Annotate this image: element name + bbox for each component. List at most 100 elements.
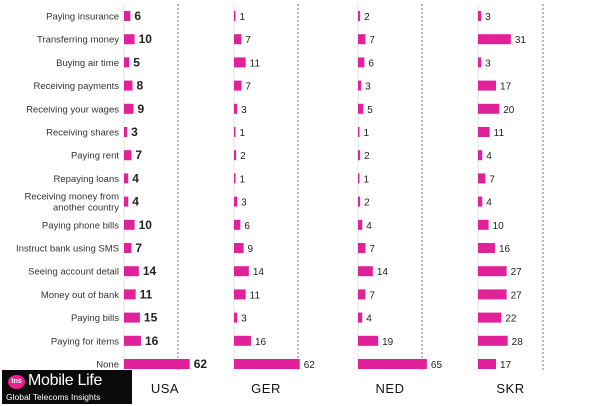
value-label-skr: 17 — [500, 360, 512, 371]
bar-skr — [478, 243, 495, 253]
value-label-skr: 31 — [515, 35, 527, 46]
value-label-ned: 4 — [366, 314, 372, 325]
value-label-usa: 6 — [134, 9, 141, 23]
category-label: Paying phone bills — [42, 220, 119, 231]
bar-ger — [234, 219, 241, 230]
value-label-ned: 6 — [368, 58, 374, 69]
category-label: Receiving payments — [33, 81, 119, 92]
category-label: Seeing account detail — [28, 267, 119, 278]
bar-usa — [124, 266, 139, 277]
bar-usa — [124, 312, 140, 323]
value-label-ned: 5 — [367, 105, 373, 116]
value-label-usa: 11 — [140, 287, 153, 301]
bar-ger — [234, 80, 242, 91]
bar-skr — [478, 11, 482, 21]
value-label-skr: 3 — [485, 58, 491, 69]
value-label-ned: 14 — [377, 267, 389, 278]
value-label-ger: 7 — [245, 35, 251, 46]
category-label: Paying for items — [51, 336, 119, 347]
value-label-usa: 7 — [135, 148, 142, 162]
value-label-ger: 62 — [304, 360, 316, 371]
value-label-ned: 3 — [365, 82, 371, 93]
bar-ned — [358, 335, 379, 346]
bar-usa — [124, 219, 135, 230]
bar-ger — [234, 289, 246, 300]
bar-ger — [234, 11, 236, 21]
bar-ger — [234, 173, 236, 184]
bar-ger — [234, 196, 238, 207]
value-label-skr: 4 — [486, 198, 492, 209]
category-label: Paying rent — [71, 151, 119, 162]
bar-skr — [478, 150, 483, 161]
value-label-ger: 1 — [240, 12, 246, 23]
bar-ned — [358, 243, 366, 253]
value-label-ned: 2 — [364, 198, 370, 209]
value-label-usa: 16 — [145, 334, 159, 348]
value-label-ned: 19 — [382, 337, 394, 348]
value-label-ger: 9 — [248, 244, 254, 255]
bar-skr — [478, 34, 511, 45]
bar-ned — [358, 57, 365, 68]
panel-label-usa: USA — [151, 381, 179, 396]
bar-ger — [234, 359, 300, 369]
bar-ned — [358, 173, 360, 184]
bar-usa — [124, 173, 129, 184]
bar-usa — [124, 34, 135, 45]
bar-usa — [124, 335, 141, 346]
value-label-skr: 7 — [489, 174, 495, 185]
bar-usa — [124, 150, 132, 161]
value-label-usa: 3 — [131, 125, 138, 139]
value-label-ger: 11 — [250, 290, 261, 301]
category-label: Money out of bank — [41, 290, 119, 301]
category-label: Paying bills — [71, 313, 119, 324]
bar-usa — [124, 243, 132, 253]
bar-ned — [358, 127, 360, 137]
category-label: Buying air time — [56, 58, 119, 69]
value-label-ger: 16 — [255, 337, 267, 348]
value-label-ger: 3 — [241, 314, 247, 325]
panel-label-ger: GER — [251, 381, 281, 396]
bar-ned — [358, 219, 363, 230]
value-label-ned: 65 — [431, 360, 443, 371]
value-label-ger: 3 — [241, 198, 247, 209]
value-label-ned: 4 — [366, 221, 372, 232]
value-label-skr: 16 — [499, 244, 511, 255]
bar-skr — [478, 312, 502, 323]
value-label-ger: 6 — [244, 221, 250, 232]
value-label-ned: 2 — [364, 12, 370, 23]
bar-skr — [478, 196, 483, 207]
bar-usa — [124, 103, 134, 114]
category-label: Transferring money — [37, 35, 119, 46]
value-label-ned: 1 — [364, 174, 370, 185]
value-label-ger: 11 — [250, 58, 261, 69]
bar-skr — [478, 80, 497, 91]
category-label: Receiving your wages — [26, 104, 119, 115]
value-label-ger: 1 — [240, 174, 246, 185]
bar-usa — [124, 289, 136, 300]
bar-skr — [478, 359, 497, 369]
bar-ger — [234, 57, 246, 68]
value-label-usa: 4 — [132, 171, 139, 185]
bar-ned — [358, 196, 361, 207]
category-label: Receiving shares — [46, 128, 119, 139]
bar-ned — [358, 312, 363, 323]
bar-skr — [478, 127, 490, 137]
bar-usa — [124, 80, 133, 91]
bar-usa — [124, 359, 190, 369]
value-label-ger: 3 — [241, 105, 247, 116]
bar-ned — [358, 266, 373, 277]
value-label-ned: 7 — [369, 35, 375, 46]
bar-usa — [124, 57, 130, 68]
value-label-skr: 11 — [494, 128, 505, 139]
value-label-skr: 27 — [511, 267, 523, 278]
bar-ger — [234, 266, 249, 277]
value-label-ger: 1 — [240, 128, 246, 139]
value-label-skr: 17 — [500, 82, 512, 93]
category-label: None — [96, 360, 119, 371]
bar-ned — [358, 359, 427, 369]
bar-ger — [234, 103, 238, 114]
value-label-skr: 4 — [486, 151, 492, 162]
value-label-ned: 1 — [364, 128, 370, 139]
panel-label-ned: NED — [376, 381, 405, 396]
value-label-skr: 10 — [493, 221, 505, 232]
